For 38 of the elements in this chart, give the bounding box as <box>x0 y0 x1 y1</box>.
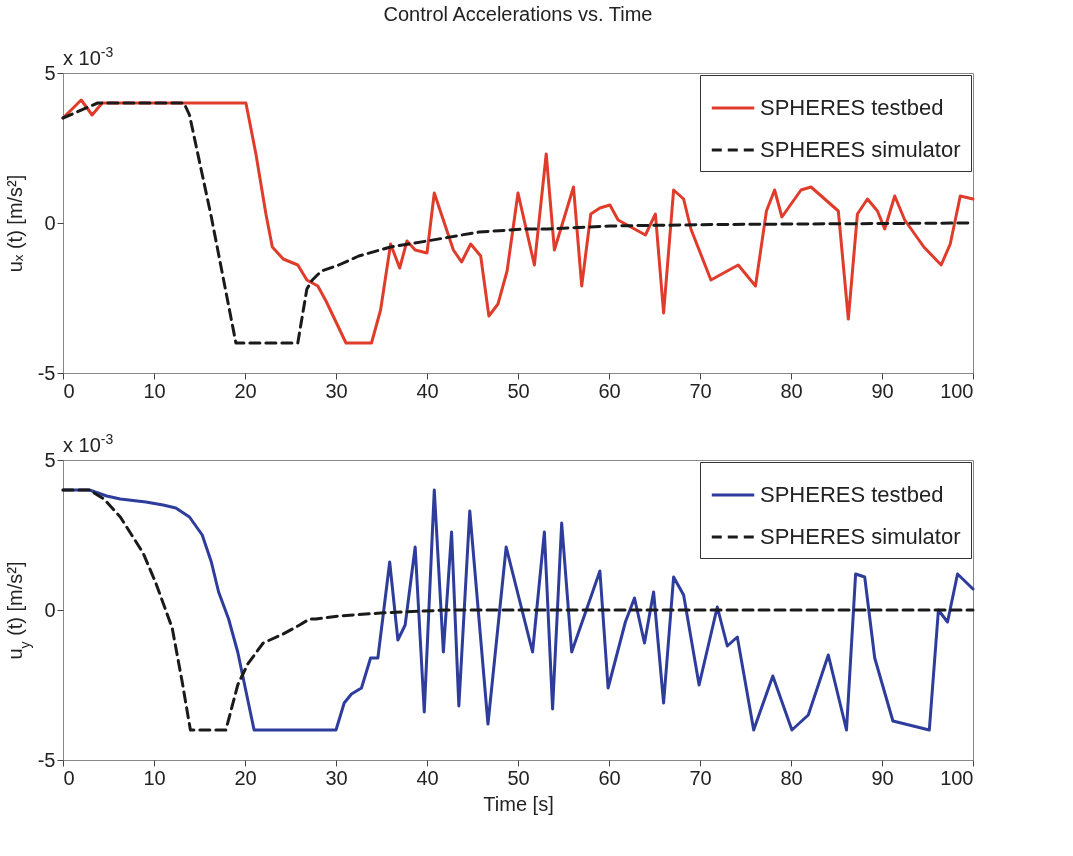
legend-label: SPHERES simulator <box>760 137 961 162</box>
legend-label: SPHERES testbed <box>760 482 944 507</box>
x-tick-label: 40 <box>416 766 439 789</box>
y-tick-label: 5 <box>44 448 56 471</box>
x-tick-label: 60 <box>598 766 621 789</box>
chart-title: Control Accelerations vs. Time <box>383 3 653 25</box>
y-tick-label: 0 <box>44 211 56 234</box>
x-tick-label: 10 <box>143 766 166 789</box>
text: x 10$^{-3}$ <box>63 431 114 456</box>
x-tick-label: 50 <box>507 766 530 789</box>
x-tick-label: 100 <box>940 766 974 789</box>
x-tick-label: 0 <box>63 766 75 789</box>
x-tick-label: 80 <box>780 766 803 789</box>
y-axis-title: uₓ (t) [m/s²] <box>3 174 26 273</box>
y-tick-label: 0 <box>44 598 56 621</box>
x-tick-label: 40 <box>416 379 439 402</box>
x-tick-label: 30 <box>325 379 348 402</box>
x-tick-label: 60 <box>598 379 621 402</box>
y-tick-label: 5 <box>44 61 56 84</box>
x-tick-label: 90 <box>871 766 894 789</box>
x-tick-label: 80 <box>780 379 803 402</box>
line-series <box>61 488 975 732</box>
text: x 10$^{-3}$ <box>63 44 114 69</box>
x-tick-label: 20 <box>234 379 257 402</box>
legend-label: SPHERES testbed <box>760 95 944 120</box>
x-axis-title: Time [s] <box>483 792 554 815</box>
x-tick-label: 70 <box>689 766 712 789</box>
y-tick-label: -5 <box>37 361 56 384</box>
x-tick-label: 10 <box>143 379 166 402</box>
x-tick-label: 90 <box>871 379 894 402</box>
x-tick-label: 70 <box>689 379 712 402</box>
x-tick-label: 100 <box>940 379 974 402</box>
x-tick-label: 0 <box>63 379 75 402</box>
x-tick-label: 30 <box>325 766 348 789</box>
x-tick-label: 50 <box>507 379 530 402</box>
y-tick-label: -5 <box>37 748 56 771</box>
x-tick-label: 20 <box>234 766 257 789</box>
legend-label: SPHERES simulator <box>760 524 961 549</box>
